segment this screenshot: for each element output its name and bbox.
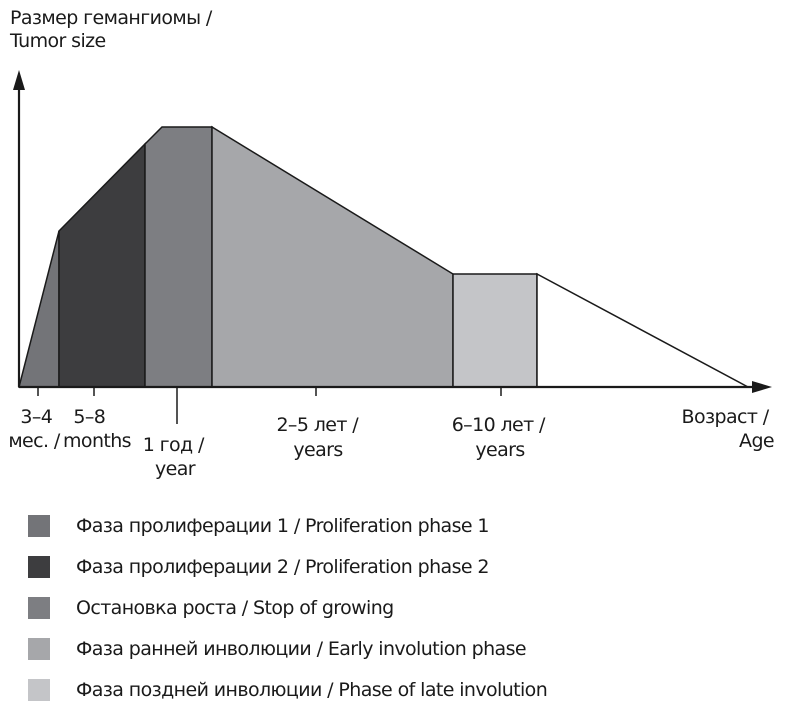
legend: Фаза пролиферации 1 / Proliferation phas… xyxy=(28,505,548,710)
tick-label-1-year: 1 год / year xyxy=(143,434,210,480)
legend-item-stop-of-growing: Остановка роста / Stop of growing xyxy=(28,587,547,628)
legend-swatch xyxy=(28,678,50,701)
phase-region-proliferation-1 xyxy=(18,230,60,388)
legend-swatch xyxy=(28,637,50,660)
legend-label: Фаза поздней инволюции / Phase of late i… xyxy=(76,678,548,701)
legend-item-proliferation-2: Фаза пролиферации 2 / Proliferation phas… xyxy=(28,546,547,587)
legend-item-early-involution: Фаза ранней инволюции / Early involution… xyxy=(28,628,547,669)
tick-label-5-8-months: 5–8 months xyxy=(63,406,131,452)
x-axis-label: Возраст / Age xyxy=(682,406,774,452)
legend-swatch xyxy=(28,596,50,619)
tick-label-3-4-months: 3–4 мес. / xyxy=(8,406,61,452)
phase-region-stop-of-growing xyxy=(144,126,213,388)
legend-item-proliferation-1: Фаза пролиферации 1 / Proliferation phas… xyxy=(28,505,547,546)
legend-swatch xyxy=(28,514,50,537)
legend-label: Фаза пролиферации 1 / Proliferation phas… xyxy=(76,514,489,537)
legend-item-late-involution: Фаза поздней инволюции / Phase of late i… xyxy=(28,669,548,710)
legend-label: Фаза пролиферации 2 / Proliferation phas… xyxy=(76,555,489,578)
y-axis-label: Размер гемангиомы / Tumor size xyxy=(9,7,217,52)
phase-region-early-involution xyxy=(211,125,454,388)
phase-region-proliferation-2 xyxy=(58,142,146,388)
legend-label: Остановка роста / Stop of growing xyxy=(76,596,394,619)
legend-label: Фаза ранней инволюции / Early involution… xyxy=(76,637,527,660)
phase-region-late-involution xyxy=(452,273,538,388)
y-axis-arrowhead xyxy=(13,70,25,90)
phase-region-trailing xyxy=(536,272,749,388)
growth-phase-diagram: Размер гемангиомы / Tumor size Возраст /… xyxy=(8,7,774,480)
tick-label-6-10-years: 6–10 лет / years xyxy=(452,414,551,461)
tick-label-2-5-years: 2–5 лет / years xyxy=(276,414,363,461)
x-axis-arrowhead xyxy=(752,381,772,393)
legend-swatch xyxy=(28,555,50,578)
